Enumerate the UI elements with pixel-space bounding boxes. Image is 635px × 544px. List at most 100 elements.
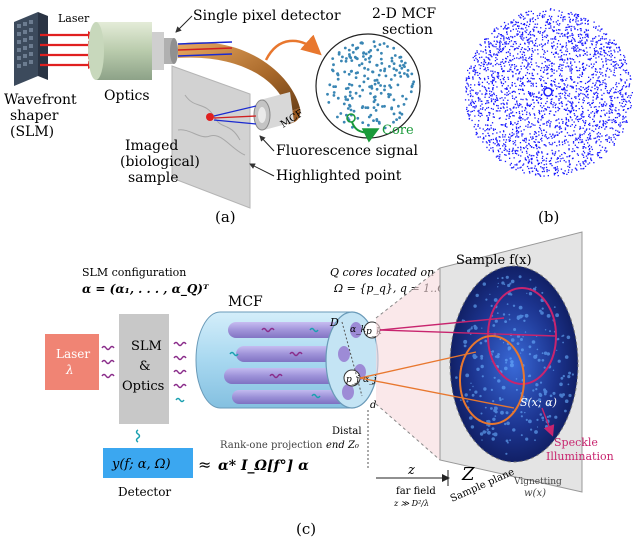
scatter-point bbox=[543, 31, 545, 33]
mcf-core-dot bbox=[369, 92, 372, 95]
scatter-point bbox=[509, 68, 511, 70]
mcf-core-dot bbox=[403, 72, 406, 75]
scatter-point bbox=[550, 99, 552, 101]
scatter-point bbox=[557, 15, 559, 17]
mcf-core-dot bbox=[387, 95, 391, 99]
scatter-point bbox=[526, 14, 528, 16]
scatter-point bbox=[545, 82, 547, 84]
scatter-point bbox=[508, 41, 511, 43]
scatter-point bbox=[565, 92, 567, 94]
scatter-point bbox=[586, 90, 589, 92]
scatter-point bbox=[525, 125, 527, 127]
scatter-point bbox=[483, 68, 485, 71]
scatter-point bbox=[567, 31, 569, 34]
scatter-point bbox=[490, 62, 492, 65]
scatter-point bbox=[505, 57, 507, 59]
scatter-point bbox=[470, 65, 472, 67]
scatter-point bbox=[486, 124, 489, 126]
scatter-point bbox=[589, 46, 591, 49]
scatter-point bbox=[508, 64, 511, 66]
scatter-point bbox=[602, 121, 605, 123]
scatter-point bbox=[549, 60, 551, 62]
scatter-point bbox=[541, 110, 543, 112]
scatter-point bbox=[589, 116, 591, 119]
scatter-point bbox=[564, 29, 567, 31]
speckle-pattern bbox=[449, 265, 579, 463]
scatter-point bbox=[497, 99, 499, 101]
scatter-point bbox=[582, 119, 584, 122]
scatter-point bbox=[600, 38, 602, 40]
scatter-point bbox=[584, 160, 586, 162]
scatter-point bbox=[599, 84, 601, 87]
scatter-point bbox=[558, 56, 560, 58]
scatter-point bbox=[518, 104, 521, 107]
scatter-point bbox=[518, 93, 520, 95]
scatter-point bbox=[558, 32, 560, 35]
scatter-point bbox=[522, 139, 524, 141]
scatter-point bbox=[486, 146, 488, 149]
scatter-point bbox=[512, 76, 514, 78]
scatter-point bbox=[598, 76, 600, 78]
scatter-point bbox=[519, 84, 521, 87]
mcf-core-dot bbox=[351, 51, 355, 54]
scatter-point bbox=[520, 119, 522, 121]
scatter-point bbox=[571, 101, 574, 103]
scatter-point bbox=[606, 134, 608, 136]
scatter-point bbox=[540, 79, 542, 82]
mcf-core-dot bbox=[346, 107, 350, 110]
scatter-point bbox=[525, 74, 527, 76]
scatter-point bbox=[587, 36, 589, 38]
scatter-point bbox=[600, 68, 602, 70]
scatter-point bbox=[566, 86, 568, 88]
scatter-point bbox=[565, 117, 567, 119]
scatter-point bbox=[534, 165, 536, 167]
scatter-point bbox=[589, 58, 591, 60]
scatter-point bbox=[565, 54, 567, 56]
scatter-point bbox=[597, 52, 599, 55]
scatter-point bbox=[484, 42, 486, 44]
scatter-point bbox=[501, 124, 503, 126]
scatter-point bbox=[600, 104, 603, 106]
speckle-grain bbox=[490, 304, 493, 307]
speckle-grain bbox=[499, 398, 502, 402]
scatter-point bbox=[587, 19, 589, 22]
scatter-point bbox=[562, 20, 564, 22]
scatter-point bbox=[531, 146, 533, 148]
scatter-point bbox=[541, 167, 543, 169]
scatter-point bbox=[543, 144, 545, 146]
scatter-point bbox=[529, 172, 531, 174]
scatter-point bbox=[576, 169, 578, 171]
scatter-point bbox=[579, 163, 581, 165]
scatter-point bbox=[625, 121, 627, 123]
scatter-point bbox=[538, 14, 541, 16]
scatter-point bbox=[604, 114, 606, 117]
scatter-point bbox=[537, 163, 539, 166]
mcf-core-dot bbox=[395, 118, 398, 121]
scatter-point bbox=[614, 64, 616, 66]
scatter-point bbox=[521, 53, 523, 56]
scatter-point bbox=[609, 59, 611, 61]
scatter-point bbox=[515, 65, 518, 67]
scatter-point bbox=[581, 22, 583, 24]
scatter-point bbox=[510, 30, 512, 32]
scatter-point bbox=[540, 75, 542, 77]
scatter-point bbox=[566, 36, 568, 38]
scatter-point bbox=[580, 49, 582, 51]
scatter-point bbox=[468, 75, 470, 78]
scatter-point bbox=[487, 69, 489, 71]
scatter-point bbox=[622, 94, 624, 96]
scatter-point bbox=[609, 47, 611, 50]
scatter-point bbox=[597, 154, 599, 156]
scatter-point bbox=[527, 14, 530, 16]
scatter-point bbox=[575, 96, 577, 98]
scatter-point bbox=[535, 62, 537, 64]
scatter-point bbox=[560, 16, 562, 19]
scatter-point bbox=[496, 132, 498, 134]
scatter-point bbox=[471, 99, 473, 101]
scatter-point bbox=[576, 153, 579, 155]
scatter-point bbox=[549, 17, 552, 19]
scatter-point bbox=[532, 17, 534, 19]
scatter-point bbox=[539, 128, 542, 130]
scatter-point bbox=[515, 21, 517, 23]
scatter-point bbox=[586, 34, 589, 37]
